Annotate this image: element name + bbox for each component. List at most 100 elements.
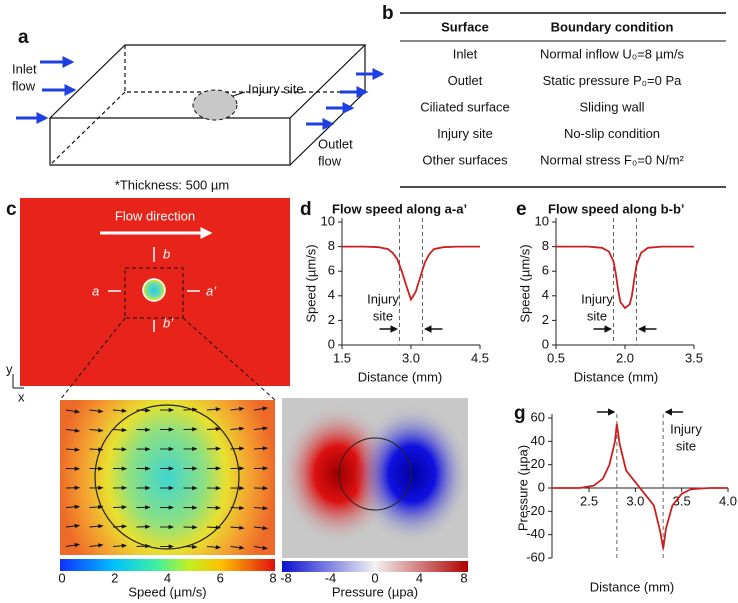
- y-tick-label: 10: [535, 213, 549, 228]
- y-tick-label: 6: [328, 263, 335, 278]
- y-tick-label: 0: [542, 336, 549, 351]
- colorbar-tick-label: 0: [58, 570, 65, 585]
- zoom-map: [60, 400, 275, 555]
- colorbar-tick-label: -4: [325, 570, 337, 585]
- colorbar-label: Speed (µm/s): [128, 584, 206, 599]
- colorbar-tick-label: 0: [371, 570, 378, 585]
- velocity-arrow: [230, 525, 245, 530]
- line: [556, 245, 694, 310]
- leader: [232, 91, 246, 97]
- zoom-lines: [59, 317, 276, 401]
- y-tick-label: 8: [542, 238, 549, 253]
- injury-label: Injury site: [248, 81, 304, 96]
- injury-spot: [142, 278, 166, 302]
- table-cell: Injury site: [437, 126, 493, 141]
- annotation: Injury: [581, 291, 613, 306]
- velocity-arrow: [112, 408, 128, 413]
- y-axis-label: Speed (µm/s): [303, 244, 318, 322]
- velocity-arrow: [183, 407, 198, 412]
- velocity-arrow: [206, 426, 222, 432]
- x-tick-label: 2.5: [580, 493, 598, 508]
- axis-glyph-label: y: [6, 361, 13, 376]
- velocity-arrow: [112, 427, 128, 433]
- chart-title: Flow speed along b-b’: [548, 201, 685, 216]
- y-tick-label: 0: [538, 479, 545, 494]
- annotation: site: [373, 308, 393, 323]
- colorbar-tick-label: 6: [217, 570, 224, 585]
- line: [342, 245, 480, 302]
- x-tick-label: 3.0: [626, 493, 644, 508]
- y-tick-label: -60: [526, 549, 545, 564]
- y-tick-label: 10: [321, 213, 335, 228]
- velocity-arrow: [65, 409, 81, 414]
- velocity-arrow: [65, 447, 81, 452]
- outlet-arrows: [306, 68, 385, 130]
- x-tick-label: 3.5: [685, 350, 703, 365]
- table-cell: Sliding wall: [579, 99, 644, 114]
- colorbar-tick-label: 2: [111, 570, 118, 585]
- y-tick-label: -40: [526, 526, 545, 541]
- axis-glyph-label: x: [18, 389, 25, 404]
- panel-label: e: [516, 199, 527, 220]
- velocity-arrow: [65, 504, 81, 510]
- y-tick-label: 0: [328, 336, 335, 351]
- velocity-arrow: [253, 446, 269, 451]
- velocity-arrow: [65, 542, 81, 548]
- x-tick-label: 2.0: [616, 350, 634, 365]
- y-tick-label: 4: [328, 287, 335, 302]
- inlet-label: flow: [12, 78, 36, 93]
- x-tick-label: 3.5: [673, 493, 691, 508]
- y-tick-label: 4: [542, 287, 549, 302]
- y-tick-label: 20: [531, 456, 545, 471]
- y-axis-label: Pressure (µpa): [515, 445, 530, 531]
- colorbar-tick-label: 4: [164, 570, 171, 585]
- velocity-arrow: [253, 426, 269, 431]
- velocity-arrow: [230, 545, 245, 550]
- velocity-arrow: [65, 428, 81, 433]
- y-tick-label: -20: [526, 503, 545, 518]
- velocity-arrow: [253, 545, 269, 551]
- annotation: Injury: [670, 421, 702, 436]
- velocity-arrow: [65, 523, 81, 529]
- table-header: Surface: [441, 19, 489, 34]
- table-header: Boundary condition: [551, 19, 674, 34]
- section-lines: [108, 247, 200, 332]
- section-label: b: [163, 246, 170, 261]
- table-cell: Outlet: [448, 73, 483, 88]
- y-tick-label: 40: [531, 433, 545, 448]
- x-tick-label: 1.5: [333, 350, 351, 365]
- section-label: a: [92, 283, 99, 298]
- injury-site: [192, 89, 238, 121]
- panel-label: a: [18, 27, 29, 48]
- annotation: Injury: [367, 291, 399, 306]
- velocity-arrow: [230, 446, 245, 451]
- annotation: site: [676, 438, 696, 453]
- outlet-label: Outlet: [318, 136, 353, 151]
- x-axis-label: Distance (mm): [574, 369, 659, 384]
- injury-outline: [94, 404, 240, 550]
- velocity-arrow: [89, 543, 104, 548]
- axes-glyph: [12, 374, 24, 389]
- section-label: a’: [206, 283, 217, 298]
- y-tick-label: 2: [542, 312, 549, 327]
- colorbar: [282, 561, 468, 572]
- panel-label: g: [514, 403, 526, 424]
- velocity-arrow: [89, 428, 104, 433]
- injury-outline: [338, 437, 412, 511]
- velocity-arrow: [253, 525, 269, 531]
- x-axis-label: Distance (mm): [358, 369, 443, 384]
- velocity-arrow: [253, 406, 269, 411]
- table-cell: Ciliated surface: [420, 99, 510, 114]
- table-cell: Normal inflow U₀=8 µm/s: [540, 46, 685, 61]
- flow-label: Flow direction: [115, 208, 195, 223]
- colorbar-label: Pressure (µpa): [332, 584, 418, 599]
- section-label: b’: [163, 315, 174, 330]
- inlet-arrows: [16, 56, 77, 124]
- x-tick-label: 0.5: [547, 350, 565, 365]
- velocity-arrow: [230, 426, 245, 431]
- y-tick-label: 2: [328, 312, 335, 327]
- velocity-arrow: [89, 408, 104, 414]
- annotation: site: [587, 308, 607, 323]
- panel-label: b: [382, 3, 394, 24]
- inlet-label: Inlet: [12, 61, 37, 76]
